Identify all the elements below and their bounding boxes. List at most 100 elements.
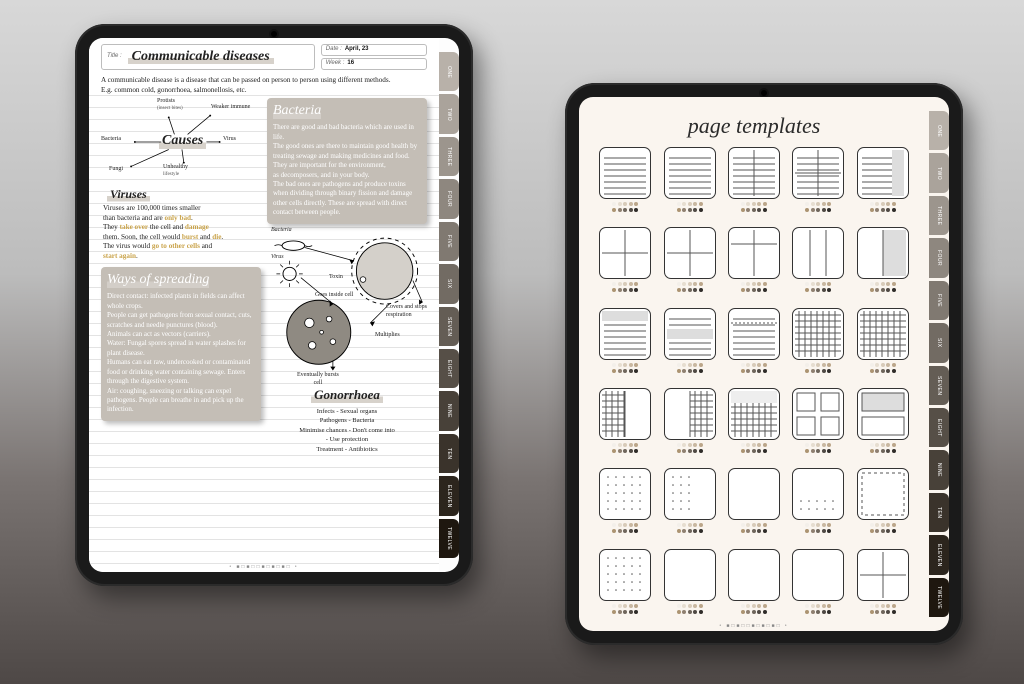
template-thumb[interactable]	[597, 147, 653, 217]
gonorrhoea-heading: Gonorrhoea	[311, 386, 383, 405]
causes-node: Virus	[223, 136, 236, 144]
ipad-right-frame: page templates • ■□■□□■□■□■□ • ONE TWO THR…	[565, 83, 963, 645]
tab-two[interactable]: TWO	[929, 153, 949, 192]
diagram-label-goes: Goes inside cell	[315, 292, 353, 300]
bacteria-heading: Bacteria	[273, 102, 321, 121]
causes-node: Weaker immune	[211, 104, 250, 112]
templates-grid	[597, 147, 911, 627]
tab-seven[interactable]: SEVEN	[929, 366, 949, 405]
tab-eight[interactable]: EIGHT	[439, 349, 459, 388]
tab-twelve[interactable]: TWELVE	[439, 519, 459, 558]
template-thumb[interactable]	[661, 388, 717, 458]
tab-nine[interactable]: NINE	[439, 391, 459, 430]
title-box: Title : Communicable diseases	[101, 44, 315, 70]
week-box: Week : 16	[321, 58, 427, 70]
right-tabs: ONE TWO THREE FOUR FIVE SIX SEVEN EIGHT NINE TEN E…	[929, 107, 949, 621]
page-title: Communicable diseases	[128, 48, 274, 66]
left-tabs: ONE TWO THREE FOUR FIVE SIX SEVEN EIGHT NINE TEN E…	[439, 48, 459, 562]
causes-node: Unhealthylifestyle	[163, 164, 188, 179]
right-footer: • ■□■□□■□■□■□ •	[579, 624, 929, 629]
template-thumb[interactable]	[726, 227, 782, 297]
template-thumb[interactable]	[726, 308, 782, 378]
title-label: Title :	[107, 53, 122, 61]
camera-dot	[271, 31, 277, 37]
template-thumb[interactable]	[726, 147, 782, 217]
template-thumb[interactable]	[855, 147, 911, 217]
camera-dot	[761, 90, 767, 96]
tab-ten[interactable]: TEN	[439, 434, 459, 473]
tab-four[interactable]: FOUR	[929, 238, 949, 277]
template-thumb[interactable]	[855, 308, 911, 378]
tab-twelve[interactable]: TWELVE	[929, 578, 949, 617]
template-thumb[interactable]	[661, 308, 717, 378]
tab-three[interactable]: THREE	[929, 196, 949, 235]
template-thumb[interactable]	[790, 549, 846, 619]
tab-eleven[interactable]: ELEVEN	[929, 535, 949, 574]
tab-three[interactable]: THREE	[439, 137, 459, 176]
diagram-label-bacteria: Bacteria	[271, 227, 292, 235]
ipad-right-screen: page templates • ■□■□□■□■□■□ • ONE TWO THR…	[579, 97, 949, 631]
diagram-label-covers: Covers and stopsrespiration	[386, 304, 427, 320]
intro-text: A communicable disease is a disease that…	[101, 74, 427, 98]
tab-one[interactable]: ONE	[929, 111, 949, 150]
date-label: Date :	[326, 46, 342, 54]
template-thumb[interactable]	[661, 227, 717, 297]
spread-greybox: Ways of spreading Direct contact: infect…	[101, 267, 261, 421]
diagram-label-mult: Multiplies	[375, 332, 400, 340]
diagram-label-burst: Eventually burstscell	[297, 372, 339, 388]
causes-mindmap: Causes Protists(insect bites) Weaker immu…	[101, 98, 261, 184]
diagram-label-toxin: Toxin	[329, 274, 343, 282]
left-footer: • ■□■□□■□■□■□ •	[89, 565, 439, 570]
template-thumb[interactable]	[597, 308, 653, 378]
week-label: Week :	[326, 60, 345, 68]
spread-heading: Ways of spreading	[107, 271, 209, 290]
template-thumb[interactable]	[790, 468, 846, 538]
gonorrhoea-section: Gonorrhoea Infects - Sexual organsPathog…	[267, 384, 427, 455]
week-value: 16	[347, 60, 354, 68]
date-value: April, 23	[345, 46, 369, 54]
template-thumb[interactable]	[597, 549, 653, 619]
tab-six[interactable]: SIX	[439, 264, 459, 303]
notes-page: Title : Communicable diseases Date : Apr…	[89, 38, 439, 572]
tab-six[interactable]: SIX	[929, 323, 949, 362]
templates-title: page templates	[597, 113, 911, 139]
date-box: Date : April, 23	[321, 44, 427, 56]
template-thumb[interactable]	[790, 308, 846, 378]
tab-ten[interactable]: TEN	[929, 493, 949, 532]
tab-nine[interactable]: NINE	[929, 450, 949, 489]
template-thumb[interactable]	[726, 549, 782, 619]
tab-five[interactable]: FIVE	[929, 281, 949, 320]
template-thumb[interactable]	[726, 388, 782, 458]
tab-seven[interactable]: SEVEN	[439, 307, 459, 346]
tab-eleven[interactable]: ELEVEN	[439, 476, 459, 515]
template-thumb[interactable]	[855, 227, 911, 297]
template-thumb[interactable]	[597, 388, 653, 458]
ipad-left-screen: Title : Communicable diseases Date : Apr…	[89, 38, 459, 572]
tab-five[interactable]: FIVE	[439, 222, 459, 261]
template-thumb[interactable]	[661, 468, 717, 538]
template-thumb[interactable]	[661, 147, 717, 217]
causes-node: Protists(insect bites)	[157, 98, 183, 113]
tab-one[interactable]: ONE	[439, 52, 459, 91]
ipad-left-frame: Title : Communicable diseases Date : Apr…	[75, 24, 473, 586]
cell-diagram: Bacteria Virus Toxin Goes inside cell Co…	[267, 224, 427, 384]
template-thumb[interactable]	[855, 549, 911, 619]
causes-node: Bacteria	[101, 136, 121, 144]
template-thumb[interactable]	[726, 468, 782, 538]
template-thumb[interactable]	[661, 549, 717, 619]
viruses-heading: Viruses	[107, 187, 150, 203]
causes-node: Fungi	[109, 166, 123, 174]
template-thumb[interactable]	[790, 147, 846, 217]
tab-two[interactable]: TWO	[439, 94, 459, 133]
template-thumb[interactable]	[790, 227, 846, 297]
tab-eight[interactable]: EIGHT	[929, 408, 949, 447]
causes-heading: Causes	[159, 132, 206, 150]
template-thumb[interactable]	[790, 388, 846, 458]
template-thumb[interactable]	[597, 468, 653, 538]
bacteria-greybox: Bacteria There are good and bad bacteria…	[267, 98, 427, 223]
template-thumb[interactable]	[597, 227, 653, 297]
tab-four[interactable]: FOUR	[439, 179, 459, 218]
viruses-body: Viruses are 100,000 times smallerthan ba…	[101, 204, 261, 261]
template-thumb[interactable]	[855, 388, 911, 458]
template-thumb[interactable]	[855, 468, 911, 538]
